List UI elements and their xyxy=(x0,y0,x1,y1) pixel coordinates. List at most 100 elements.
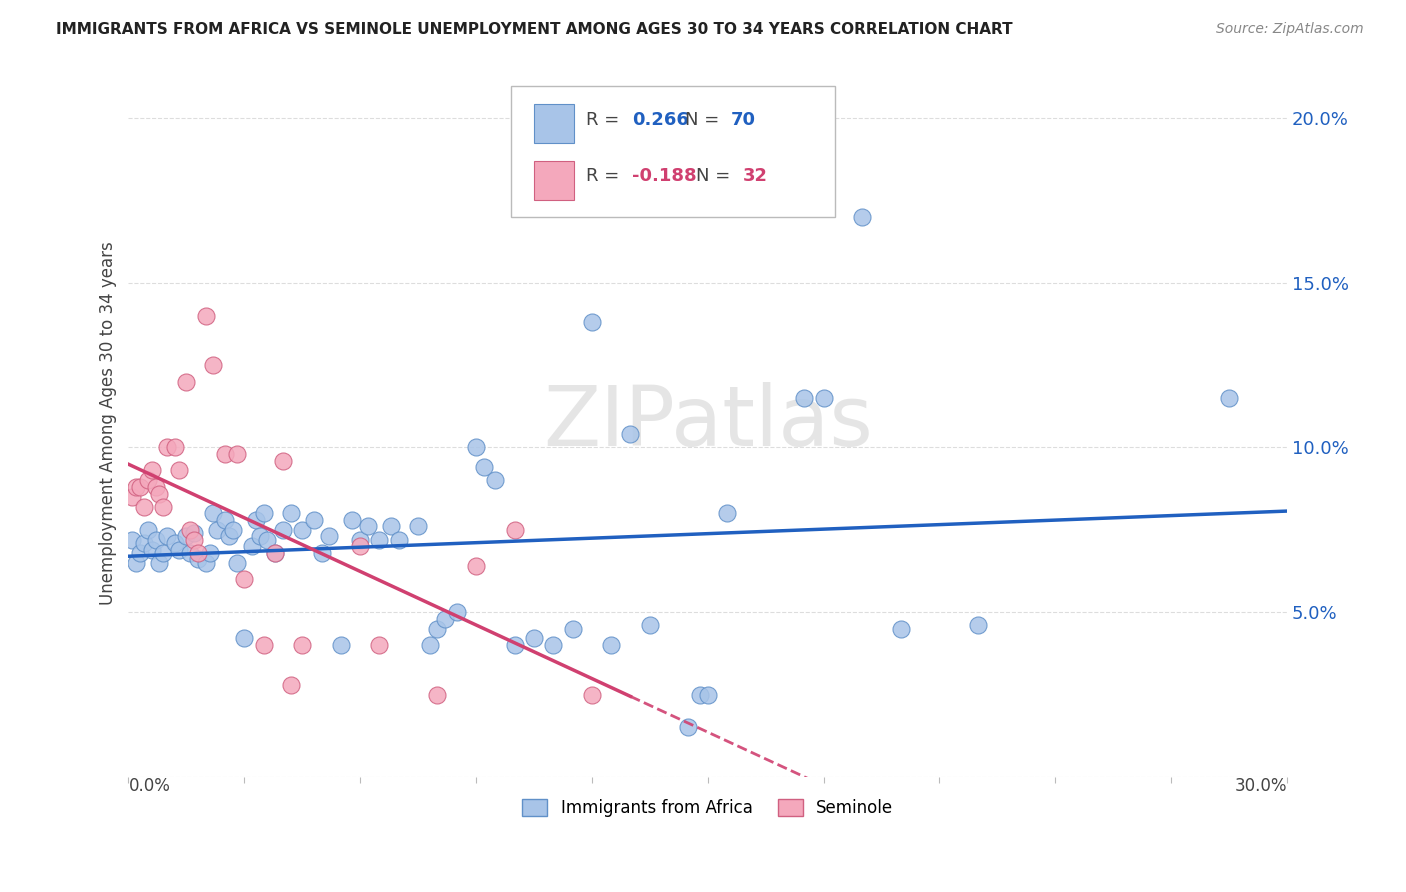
Point xyxy=(132,536,155,550)
Text: R =: R = xyxy=(586,111,626,128)
Point xyxy=(302,513,325,527)
Point xyxy=(523,632,546,646)
Text: 70: 70 xyxy=(731,111,756,128)
Point xyxy=(264,546,287,560)
Point xyxy=(202,358,225,372)
Point xyxy=(163,536,186,550)
Text: -0.188: -0.188 xyxy=(633,167,697,186)
Point xyxy=(678,721,700,735)
Point xyxy=(380,519,402,533)
Point xyxy=(689,688,711,702)
Point xyxy=(121,490,143,504)
Point xyxy=(176,529,198,543)
Point xyxy=(696,688,718,702)
Point xyxy=(581,688,603,702)
Point xyxy=(342,513,364,527)
Text: 0.266: 0.266 xyxy=(633,111,689,128)
Point xyxy=(233,632,256,646)
Point xyxy=(1218,391,1240,405)
Point xyxy=(202,506,225,520)
FancyBboxPatch shape xyxy=(510,87,835,218)
Point xyxy=(240,539,263,553)
Point xyxy=(198,546,221,560)
Point xyxy=(253,506,276,520)
Point xyxy=(503,523,526,537)
Point xyxy=(426,688,449,702)
Point xyxy=(194,556,217,570)
Point xyxy=(291,638,314,652)
Point xyxy=(145,533,167,547)
Point xyxy=(179,523,201,537)
Point xyxy=(225,447,247,461)
Point xyxy=(851,210,873,224)
Text: N =: N = xyxy=(696,167,737,186)
Point xyxy=(125,556,148,570)
Point xyxy=(368,638,391,652)
Point xyxy=(194,309,217,323)
Point xyxy=(218,529,240,543)
Point xyxy=(214,513,236,527)
Point xyxy=(148,556,170,570)
Point xyxy=(561,622,583,636)
Point xyxy=(156,441,179,455)
Point xyxy=(121,533,143,547)
Point xyxy=(280,506,302,520)
Point xyxy=(167,463,190,477)
Point xyxy=(249,529,271,543)
Point xyxy=(225,556,247,570)
Point xyxy=(291,523,314,537)
Point xyxy=(813,391,835,405)
Point xyxy=(472,460,495,475)
Point xyxy=(280,678,302,692)
Point xyxy=(129,480,152,494)
Point xyxy=(465,559,488,574)
Point xyxy=(465,441,488,455)
Point xyxy=(619,427,641,442)
Point xyxy=(793,391,815,405)
Point xyxy=(129,546,152,560)
Point xyxy=(600,638,623,652)
Y-axis label: Unemployment Among Ages 30 to 34 years: Unemployment Among Ages 30 to 34 years xyxy=(100,241,117,605)
Point xyxy=(152,546,174,560)
Point xyxy=(890,622,912,636)
Text: Source: ZipAtlas.com: Source: ZipAtlas.com xyxy=(1216,22,1364,37)
Point xyxy=(222,523,245,537)
Text: 30.0%: 30.0% xyxy=(1234,777,1286,795)
Point xyxy=(207,523,229,537)
Point xyxy=(152,500,174,514)
Point xyxy=(638,618,661,632)
Point xyxy=(187,546,209,560)
Point xyxy=(329,638,352,652)
Point xyxy=(357,519,380,533)
Text: ZIPatlas: ZIPatlas xyxy=(543,382,873,463)
Point xyxy=(406,519,429,533)
Point xyxy=(233,572,256,586)
Point xyxy=(446,605,468,619)
Point xyxy=(214,447,236,461)
Point xyxy=(311,546,333,560)
Point xyxy=(245,513,267,527)
Point xyxy=(271,453,294,467)
Text: N =: N = xyxy=(685,111,724,128)
Text: R =: R = xyxy=(586,167,626,186)
Point xyxy=(187,552,209,566)
Point xyxy=(368,533,391,547)
Point xyxy=(145,480,167,494)
Point xyxy=(136,474,159,488)
Point xyxy=(434,612,457,626)
Text: 32: 32 xyxy=(742,167,768,186)
Bar xyxy=(534,104,575,143)
Point xyxy=(156,529,179,543)
Bar xyxy=(534,161,575,200)
Point xyxy=(581,315,603,329)
Point xyxy=(503,638,526,652)
Point xyxy=(183,526,205,541)
Point xyxy=(141,463,163,477)
Point xyxy=(716,506,738,520)
Point xyxy=(136,523,159,537)
Point xyxy=(349,533,371,547)
Point xyxy=(125,480,148,494)
Point xyxy=(141,542,163,557)
Point xyxy=(179,546,201,560)
Point xyxy=(388,533,411,547)
